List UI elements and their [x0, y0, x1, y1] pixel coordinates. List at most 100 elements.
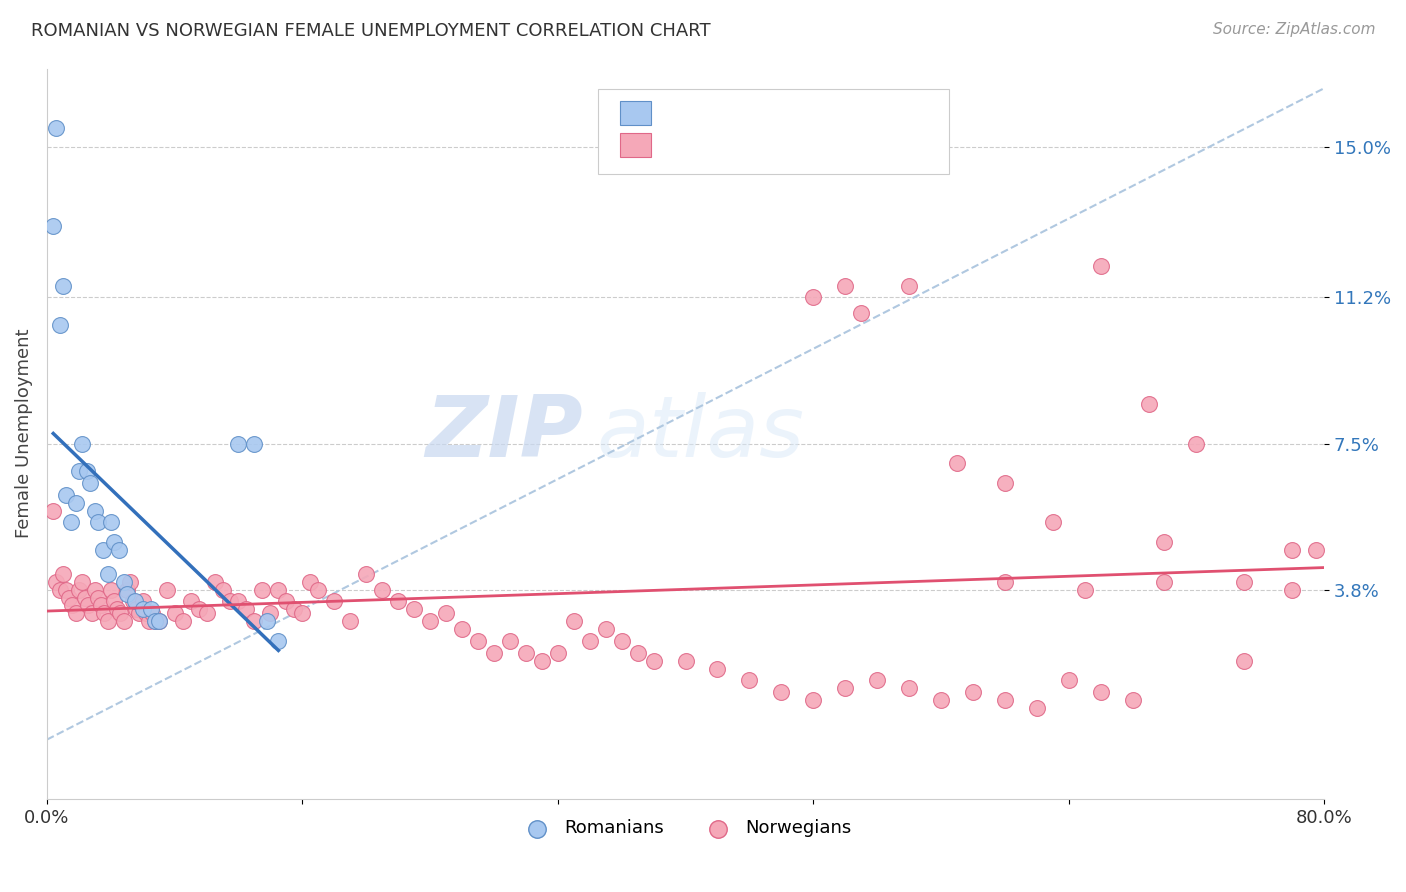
Point [898, 278, 921, 293]
Point [96, 614, 118, 628]
Point [90, 599, 112, 613]
Point [204, 574, 226, 589]
Point [115, 582, 138, 597]
Point [45, 120, 67, 135]
Point [110, 607, 132, 621]
Text: Source: ZipAtlas.com: Source: ZipAtlas.com [1212, 22, 1375, 37]
Point [283, 602, 305, 616]
Point [52, 566, 75, 581]
Point [371, 582, 394, 597]
Point [59, 516, 82, 530]
Point [770, 685, 793, 699]
Point [195, 607, 218, 621]
Point [70, 436, 93, 450]
Text: N =: N = [765, 104, 804, 122]
Point [1137, 397, 1160, 411]
Point [42, 503, 65, 517]
Point [419, 614, 441, 628]
Point [339, 614, 361, 628]
Point [866, 673, 889, 688]
Point [87, 591, 110, 605]
Point [929, 693, 952, 707]
Point [267, 582, 290, 597]
Point [180, 594, 202, 608]
Point [55, 582, 77, 597]
Point [105, 602, 128, 616]
Point [125, 602, 148, 616]
Point [148, 614, 170, 628]
Point [65, 607, 87, 621]
Point [994, 693, 1017, 707]
Point [80, 607, 103, 621]
Point [103, 594, 125, 608]
Point [1185, 436, 1208, 450]
Point [55, 488, 77, 502]
Text: ROMANIAN VS NORWEGIAN FEMALE UNEMPLOYMENT CORRELATION CHART: ROMANIAN VS NORWEGIAN FEMALE UNEMPLOYMEN… [31, 22, 710, 40]
Point [578, 634, 600, 648]
Point [849, 306, 872, 320]
Point [994, 476, 1017, 491]
Point [387, 594, 409, 608]
Point [1122, 693, 1144, 707]
Point [83, 503, 105, 517]
Point [135, 607, 157, 621]
Point [62, 599, 84, 613]
Text: 0.143: 0.143 [706, 104, 762, 122]
Point [163, 607, 186, 621]
Point [643, 654, 665, 668]
Point [58, 591, 80, 605]
Legend: Romanians, Norwegians: Romanians, Norwegians [512, 812, 859, 845]
Point [834, 278, 856, 293]
Point [156, 582, 179, 597]
Point [128, 607, 150, 621]
Point [219, 594, 242, 608]
Point [1073, 582, 1095, 597]
Point [131, 594, 153, 608]
Point [228, 436, 250, 450]
Point [243, 436, 266, 450]
Text: 0.079: 0.079 [706, 136, 762, 154]
Point [994, 574, 1017, 589]
Point [42, 219, 65, 234]
Point [562, 614, 585, 628]
Text: R =: R = [664, 136, 703, 154]
Point [706, 662, 728, 676]
Point [323, 594, 346, 608]
Point [276, 594, 298, 608]
Point [1305, 543, 1327, 558]
Point [139, 602, 162, 616]
Point [404, 602, 426, 616]
Point [801, 693, 824, 707]
Point [547, 646, 569, 660]
Point [87, 516, 110, 530]
Point [675, 654, 697, 668]
Point [1233, 654, 1256, 668]
Point [83, 582, 105, 597]
Point [93, 607, 115, 621]
Point [145, 614, 167, 628]
Point [75, 591, 97, 605]
Point [107, 543, 129, 558]
Point [70, 574, 93, 589]
Point [122, 594, 145, 608]
Text: atlas: atlas [596, 392, 804, 475]
Point [946, 456, 969, 470]
Point [434, 607, 457, 621]
Point [138, 614, 160, 628]
Point [172, 614, 194, 628]
Point [1090, 259, 1112, 273]
Point [211, 582, 233, 597]
Point [898, 681, 921, 696]
Point [112, 614, 135, 628]
Point [96, 566, 118, 581]
Point [354, 566, 377, 581]
Point [252, 582, 274, 597]
Point [77, 599, 100, 613]
Point [962, 685, 984, 699]
Point [48, 318, 70, 332]
Point [141, 607, 163, 621]
Point [118, 574, 141, 589]
Point [1090, 685, 1112, 699]
Point [1281, 543, 1303, 558]
Point [1025, 701, 1047, 715]
